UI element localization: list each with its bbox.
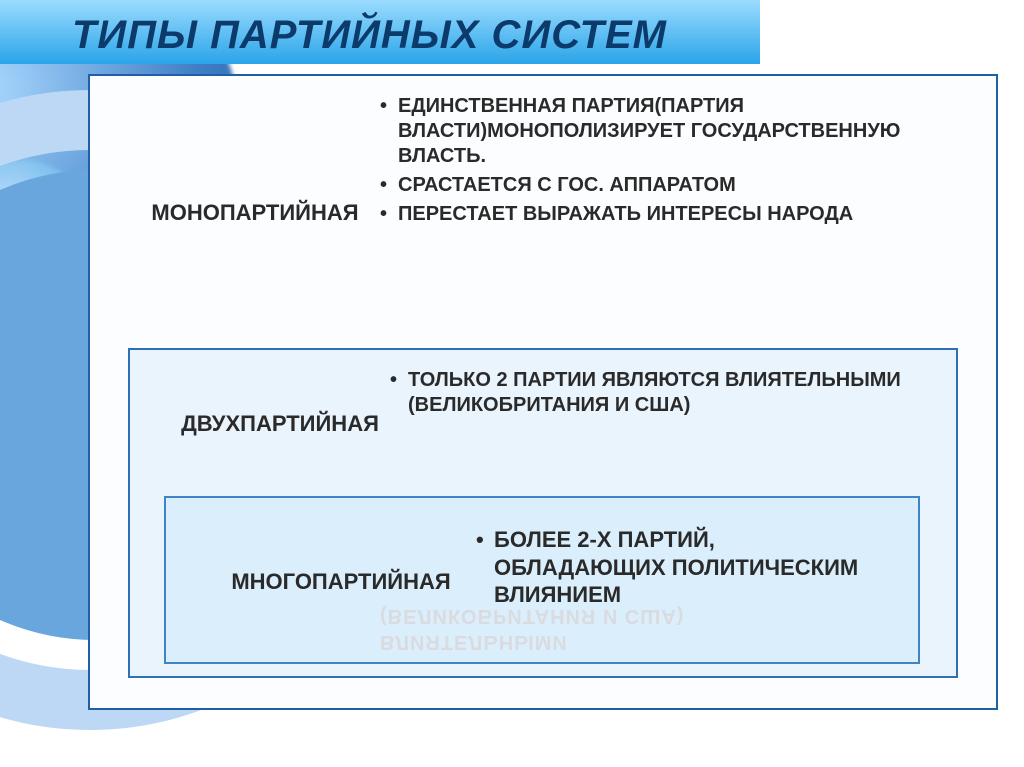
card-duo-point: ТОЛЬКО 2 ПАРТИИ ЯВЛЯЮТСЯ ВЛИЯТЕЛЬНЫМИ (В…	[390, 368, 926, 418]
card-duo-points: ТОЛЬКО 2 ПАРТИИ ЯВЛЯЮТСЯ ВЛИЯТЕЛЬНЫМИ (В…	[390, 350, 956, 422]
card-mono-points: ЕДИНСТВЕННАЯ ПАРТИЯ(ПАРТИЯ ВЛАСТИ)МОНОПО…	[380, 76, 996, 231]
ghost-text: ВЛИЯТЕЛЬНЫМИ	[380, 630, 568, 653]
card-mono-point: СРАСТАЕТСЯ С ГОС. АППАРАТОМ	[380, 173, 966, 198]
card-mono-point: ПЕРЕСТАЕТ ВЫРАЖАТЬ ИНТЕРЕСЫ НАРОДА	[380, 202, 966, 227]
card-multi-point: БОЛЕЕ 2-Х ПАРТИЙ, ОБЛАДАЮЩИХ ПОЛИТИЧЕСКИ…	[476, 526, 888, 609]
card-mono-point: ЕДИНСТВЕННАЯ ПАРТИЯ(ПАРТИЯ ВЛАСТИ)МОНОПО…	[380, 94, 966, 169]
ghost-text: (ВЕЛИКОБРИТАНИЯ И США)	[380, 604, 684, 627]
card-multi-points: БОЛЕЕ 2-Х ПАРТИЙ, ОБЛАДАЮЩИХ ПОЛИТИЧЕСКИ…	[476, 498, 918, 613]
card-duo-label: ДВУХПАРТИЙНАЯ	[130, 350, 390, 498]
slide-title: ТИПЫ ПАРТИЙНЫХ СИСТЕМ	[72, 13, 667, 58]
slide-root: ТИПЫ ПАРТИЙНЫХ СИСТЕМ МОНОПАРТИЙНАЯ ЕДИН…	[0, 0, 1024, 767]
title-bar: ТИПЫ ПАРТИЙНЫХ СИСТЕМ	[0, 0, 760, 64]
card-mono-label: МОНОПАРТИЙНАЯ	[90, 76, 380, 350]
diagram-area: МОНОПАРТИЙНАЯ ЕДИНСТВЕННАЯ ПАРТИЯ(ПАРТИЯ…	[0, 68, 1012, 737]
